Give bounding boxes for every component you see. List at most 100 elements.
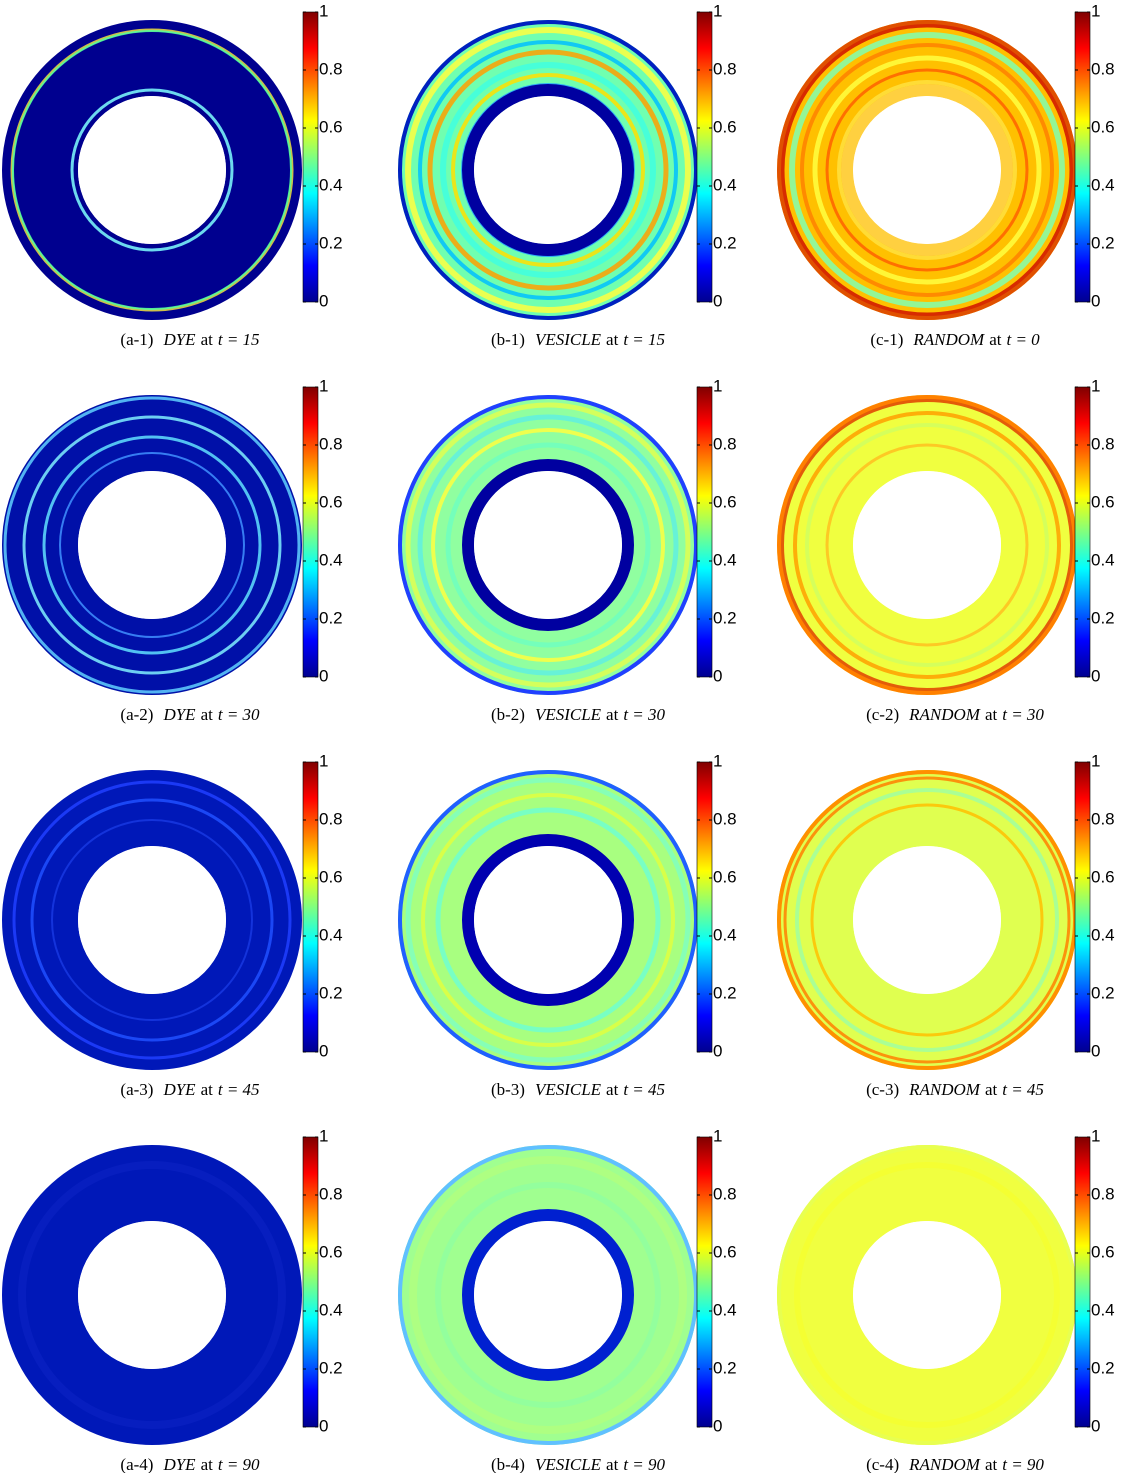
colorbar-tick-label: 0.4 xyxy=(1091,1300,1115,1319)
method-name: VESICLE xyxy=(535,1080,602,1099)
ring xyxy=(427,49,669,291)
panel-label: (b-4) xyxy=(491,1455,525,1473)
ring xyxy=(825,443,1029,647)
ring xyxy=(405,27,691,313)
connector: at xyxy=(989,330,1002,349)
ring xyxy=(800,43,1054,297)
method-name: VESICLE xyxy=(535,705,602,724)
colorbar-tick-label: 0.2 xyxy=(1091,1358,1115,1377)
colorbar-tick-label: 0 xyxy=(1091,1416,1100,1435)
connector: at xyxy=(985,1455,998,1473)
colorbar-tick-label: 0 xyxy=(1091,1041,1100,1060)
panel-label: (c-2) xyxy=(866,705,899,724)
colorbar-tick-label: 0.2 xyxy=(319,1358,343,1377)
caption: (b-4) VESICLE at t = 90 xyxy=(491,1455,666,1473)
ring xyxy=(405,777,691,1063)
ring xyxy=(59,452,245,638)
colorbar-tick-label: 0.8 xyxy=(319,809,343,828)
colorbar-tick-label: 0.2 xyxy=(713,608,737,627)
connector: at xyxy=(201,330,214,349)
panel-label: (c-4) xyxy=(866,1455,899,1473)
panel-label: (a-1) xyxy=(120,330,153,349)
colorbar-tick-label: 0.8 xyxy=(319,59,343,78)
colorbar-tick-label: 1 xyxy=(713,376,722,395)
time: t = 45 xyxy=(218,1080,260,1099)
connector: at xyxy=(201,1455,214,1473)
time: t = 90 xyxy=(218,1455,260,1473)
ring xyxy=(405,402,691,688)
colorbar-tick-label: 1 xyxy=(1091,751,1100,770)
ring xyxy=(825,68,1029,272)
connector: at xyxy=(606,1455,619,1473)
ring xyxy=(451,73,645,267)
method-name: VESICLE xyxy=(535,1455,602,1473)
ring xyxy=(3,396,301,694)
annulus-plot xyxy=(2,770,302,1070)
colorbar-tick-label: 1 xyxy=(713,751,722,770)
inner-edge xyxy=(841,84,1013,256)
connector: at xyxy=(985,705,998,724)
ring xyxy=(837,80,1017,260)
colorbar-tick-label: 0.6 xyxy=(319,117,343,136)
colorbar-tick-label: 0.4 xyxy=(1091,925,1115,944)
ring xyxy=(789,32,1065,308)
annulus-plot xyxy=(777,1145,1077,1445)
method-name: RANDOM xyxy=(912,330,985,349)
colorbar-tick-label: 0.4 xyxy=(319,925,343,944)
time: t = 45 xyxy=(623,1080,665,1099)
ring xyxy=(779,22,1075,318)
ring xyxy=(421,793,675,1047)
ring xyxy=(22,415,282,675)
colorbar-tick-label: 0.6 xyxy=(1091,1242,1115,1261)
method-name: DYE xyxy=(162,1455,196,1473)
caption: (c-1) RANDOM at t = 0 xyxy=(870,330,1040,349)
colorbar-tick-label: 0.2 xyxy=(319,608,343,627)
outer-edge xyxy=(398,770,698,1070)
annulus xyxy=(2,395,302,695)
colorbar-tick-label: 0.6 xyxy=(713,867,737,886)
colorbar xyxy=(1074,386,1091,678)
outer-edge xyxy=(398,20,698,320)
colorbar-tick-label: 0 xyxy=(319,291,328,310)
hole xyxy=(474,96,622,244)
colorbar-tick-label: 0.6 xyxy=(713,117,737,136)
colorbar-tick-label: 0.4 xyxy=(1091,175,1115,194)
colorbar-tick-label: 0 xyxy=(713,666,722,685)
colorbar-tick-label: 0.6 xyxy=(319,1242,343,1261)
colorbar-tick-label: 0.6 xyxy=(319,867,343,886)
annulus-plot xyxy=(777,770,1077,1070)
colorbar xyxy=(302,11,319,303)
connector: at xyxy=(201,705,214,724)
annulus-plot xyxy=(398,770,698,1070)
colorbar-tick-label: 0.4 xyxy=(319,175,343,194)
colorbar-tick-label: 0 xyxy=(319,1041,328,1060)
colorbar-tick-label: 0.8 xyxy=(1091,1184,1115,1203)
caption: (c-4) RANDOM at t = 90 xyxy=(866,1455,1044,1473)
colorbar-tick-label: 0.2 xyxy=(319,983,343,1002)
ring xyxy=(417,414,679,676)
annulus-plot xyxy=(2,395,302,695)
colorbar-tick-label: 1 xyxy=(1091,1126,1100,1145)
ring xyxy=(42,435,262,655)
colorbar-tick-label: 0.8 xyxy=(1091,809,1115,828)
inner-edge xyxy=(462,1209,634,1381)
hole xyxy=(78,1221,226,1369)
colorbar-tick-label: 1 xyxy=(319,751,328,770)
annulus xyxy=(777,770,1077,1070)
outer-edge xyxy=(398,395,698,695)
method-name: VESICLE xyxy=(535,330,602,349)
colorbar xyxy=(696,1136,713,1428)
annulus xyxy=(2,770,302,1070)
caption: (b-1) VESICLE at t = 15 xyxy=(491,330,665,349)
colorbar xyxy=(696,761,713,1053)
colorbar-tick-label: 0.4 xyxy=(713,175,737,194)
ring xyxy=(805,423,1049,667)
method-name: RANDOM xyxy=(908,1455,981,1473)
method-name: RANDOM xyxy=(908,705,981,724)
ring xyxy=(794,1162,1060,1428)
colorbar-tick-label: 0.4 xyxy=(319,550,343,569)
ring xyxy=(435,1182,661,1408)
method-name: DYE xyxy=(162,330,196,349)
colorbar-tick-label: 0.8 xyxy=(319,1184,343,1203)
